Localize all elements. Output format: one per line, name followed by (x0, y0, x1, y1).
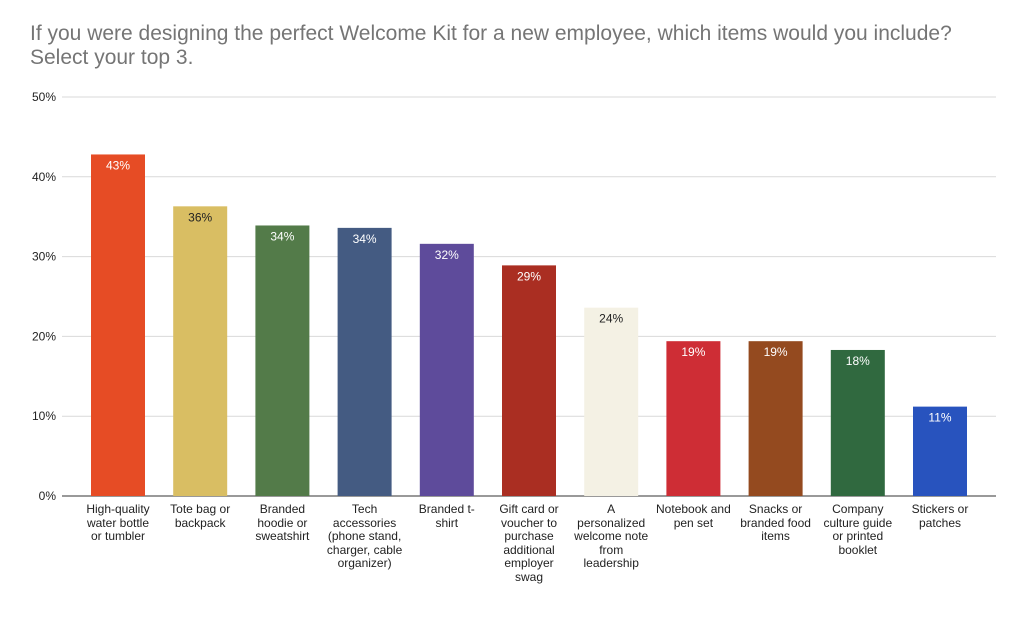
bar (748, 341, 803, 496)
bar (502, 265, 556, 496)
x-tick-label: Tech accessories (phone stand, charger, … (326, 502, 403, 570)
y-tick-label: 10% (32, 409, 56, 423)
chart-title: If you were designing the perfect Welcom… (30, 22, 952, 69)
y-tick-label: 40% (32, 170, 56, 184)
bar (173, 206, 228, 497)
data-label: 43% (106, 158, 130, 172)
bar (666, 341, 721, 496)
y-tick-label: 30% (32, 250, 56, 264)
x-tick-label: Branded hoodie or sweatshirt (255, 502, 310, 543)
x-tick-label: Gift card or voucher to purchase additio… (499, 502, 559, 584)
y-tick-label: 0% (39, 489, 57, 503)
bar (830, 349, 885, 496)
x-tick-label: Branded t-shirt (418, 502, 475, 530)
x-tick-label: High-quality water bottle or tumbler (86, 502, 150, 543)
y-tick-label: 50% (32, 90, 56, 104)
y-tick-label: 20% (32, 329, 56, 343)
data-label: 19% (681, 345, 705, 359)
bar (337, 227, 392, 496)
data-label: 34% (353, 232, 377, 246)
x-tick-label: Tote bag or backpack (170, 502, 231, 530)
data-label: 19% (764, 345, 788, 359)
data-label: 11% (928, 411, 951, 425)
bar (584, 307, 639, 496)
data-label: 18% (846, 354, 870, 368)
x-tick-label: Snacks or branded food items (740, 502, 811, 543)
x-tick-label: Notebook and pen set (656, 502, 731, 530)
bar (913, 406, 967, 496)
data-label: 36% (188, 210, 212, 224)
data-label: 32% (435, 248, 459, 262)
x-tick-label: Stickers or patches (911, 502, 969, 530)
x-tick-label: Company culture guide or printed booklet (823, 502, 893, 557)
data-label: 34% (270, 229, 294, 243)
bar (255, 225, 310, 496)
x-tick-label: A personalized welcome note from leaders… (574, 502, 649, 570)
bar (419, 243, 474, 496)
data-label: 24% (599, 312, 623, 326)
data-label: 29% (517, 269, 541, 283)
bar (91, 154, 145, 496)
